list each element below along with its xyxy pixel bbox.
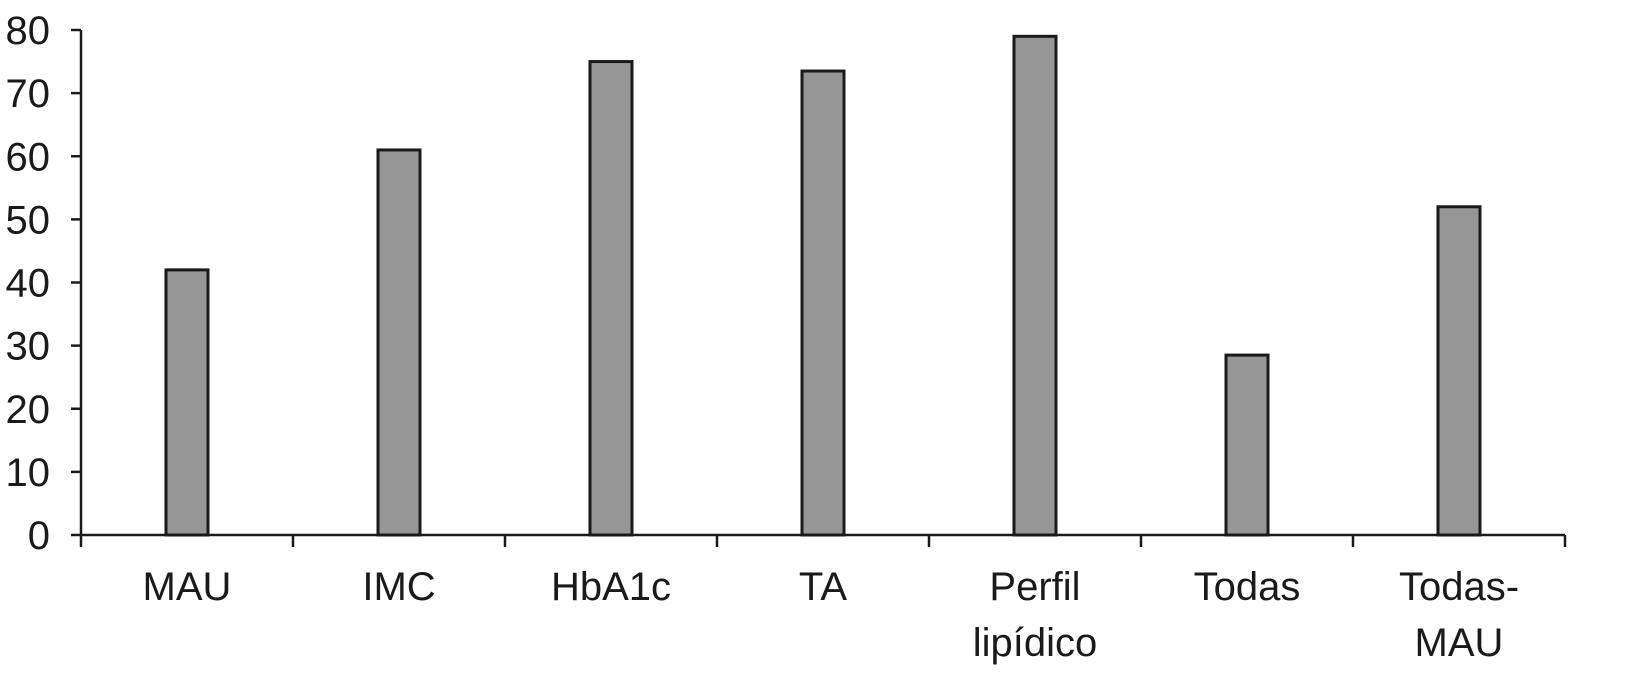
- bar: [164, 268, 210, 537]
- category-label: IMC: [362, 565, 435, 609]
- y-tick-label: 10: [6, 451, 51, 495]
- y-tick-label: 20: [6, 388, 51, 432]
- x-axis-ticks: [79, 535, 1567, 547]
- category-label: Todas-: [1399, 565, 1519, 609]
- category-label: Perfil: [989, 565, 1080, 609]
- bars: [164, 34, 1482, 537]
- bar: [376, 148, 422, 537]
- y-tick-label: 40: [6, 262, 51, 306]
- bar: [1224, 353, 1270, 537]
- category-labels: MAU IMC HbA1c TA Perfil lipídico Todas Todas- MA…: [143, 565, 1519, 665]
- category-label: MAU: [1415, 621, 1504, 665]
- y-tick-label: 60: [6, 135, 51, 179]
- category-label: TA: [799, 565, 847, 609]
- bar: [588, 60, 634, 537]
- y-tick-label: 0: [28, 514, 50, 558]
- category-label: MAU: [143, 565, 232, 609]
- y-axis-ticks: 0 10 20 30 40 50 60 70 80: [6, 9, 81, 558]
- category-label: lipídico: [973, 621, 1098, 665]
- category-label: HbA1c: [551, 565, 671, 609]
- y-tick-label: 30: [6, 325, 51, 369]
- bar: [1012, 34, 1058, 537]
- bar: [800, 69, 846, 537]
- y-tick-label: 80: [6, 9, 51, 53]
- y-tick-label: 70: [6, 72, 51, 116]
- category-label: Todas: [1194, 565, 1301, 609]
- bar: [1436, 205, 1482, 537]
- y-tick-label: 50: [6, 198, 51, 242]
